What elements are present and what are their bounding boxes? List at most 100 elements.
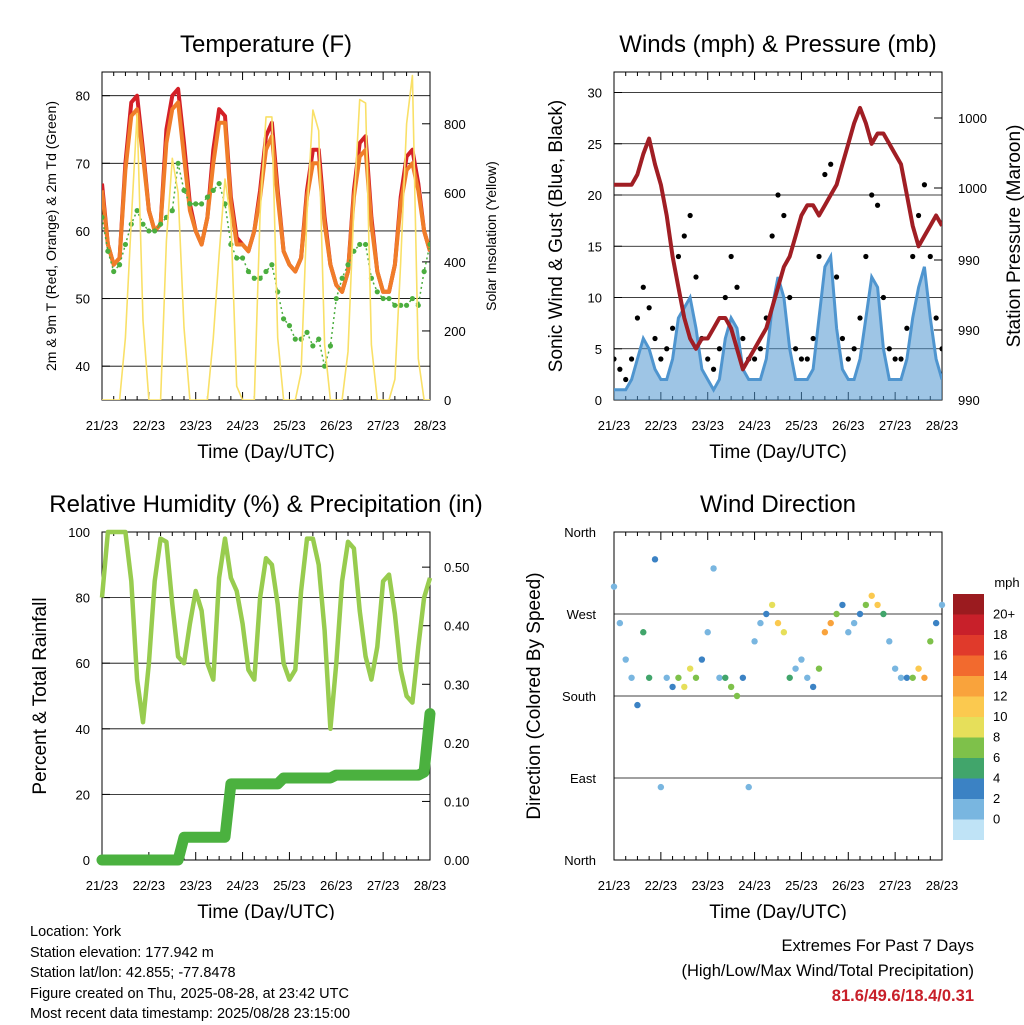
plot-frame <box>101 531 431 861</box>
gust-point <box>921 182 928 188</box>
y-tick-label: 0 <box>595 393 602 408</box>
x-tick-label: 28/23 <box>414 418 447 433</box>
direction-point <box>862 601 870 609</box>
direction-point <box>927 638 934 645</box>
gust-point <box>910 253 916 260</box>
direction-point <box>669 683 676 691</box>
dewpoint-point <box>181 187 187 193</box>
y-tick-label: 100 <box>68 525 90 540</box>
station-latlon: Station lat/lon: 42.855; -77.8478 <box>30 965 236 981</box>
x-tick-label: 27/23 <box>879 418 912 433</box>
x-tick-label: 28/23 <box>926 878 959 893</box>
gust-point <box>693 274 699 280</box>
plot-area <box>610 556 946 791</box>
legend-swatch <box>953 655 984 676</box>
direction-point <box>880 610 887 618</box>
direction-point <box>610 583 618 590</box>
direction-point <box>845 629 852 636</box>
legend-label: 20+ <box>993 607 1015 622</box>
direction-point <box>909 674 916 681</box>
direction-point <box>903 674 911 681</box>
legend-swatch <box>953 717 984 738</box>
x-tick-label: 26/23 <box>832 418 865 433</box>
legend-label: 18 <box>993 627 1007 642</box>
direction-point <box>640 629 647 636</box>
gust-point <box>880 294 887 301</box>
y-tick-label: 70 <box>76 156 90 171</box>
gust-point <box>898 356 904 362</box>
y-axis-label: Sonic Wind & Gust (Blue, Black) <box>546 100 567 372</box>
x-tick-label: 21/23 <box>86 418 119 433</box>
direction-point <box>856 610 864 618</box>
y-tick-label-right: 1000 <box>958 111 987 126</box>
plot-area <box>96 529 436 866</box>
gust-point <box>869 192 875 198</box>
direction-point <box>722 674 729 681</box>
legend-swatch <box>953 819 984 840</box>
chart-title: Temperature (F) <box>180 31 352 58</box>
x-tick-label: 28/23 <box>926 418 959 433</box>
extremes-subtitle: (High/Low/Max Wind/Total Precipitation) <box>681 962 974 980</box>
extremes-title: Extremes For Past 7 Days <box>781 937 974 955</box>
y-tick-label-right: 0.10 <box>444 794 469 809</box>
legend-label: 8 <box>993 730 1000 745</box>
gust-point <box>614 356 617 362</box>
y-tick-label: 60 <box>76 224 90 239</box>
direction-point <box>739 674 747 681</box>
dewpoint-point <box>421 268 427 275</box>
direction-point <box>710 565 717 572</box>
y-tick-label-right: 0.00 <box>444 853 469 868</box>
gust-point <box>658 356 664 362</box>
gust-point <box>822 171 828 178</box>
legend-swatch <box>953 594 984 615</box>
legend-swatch <box>953 696 984 717</box>
gust-point <box>798 356 805 362</box>
gust-point <box>904 325 910 331</box>
direction-point <box>663 674 670 681</box>
station-location: Location: York <box>30 924 122 940</box>
dewpoint-point <box>198 201 205 207</box>
x-tick-label: 26/23 <box>832 878 865 893</box>
direction-point <box>874 601 881 609</box>
plot-area <box>102 74 430 400</box>
y-category-label: North <box>564 853 596 868</box>
gust-point <box>623 376 629 383</box>
y-tick-label-right: 0.40 <box>444 619 469 634</box>
dewpoint-point <box>157 221 164 227</box>
y-axis-label: 2m & 9m T (Red, Orange) & 2m Td (Green) <box>43 101 59 371</box>
dewpoint-point <box>280 316 287 322</box>
x-tick-label: 23/23 <box>179 418 212 433</box>
direction-point <box>792 665 799 672</box>
x-tick-label: 24/23 <box>738 878 771 893</box>
y-category-label: South <box>562 689 596 704</box>
y-tick-label-right: 990 <box>958 323 980 338</box>
gust-point <box>939 346 942 352</box>
y-category-label: North <box>564 525 596 540</box>
rh-series <box>99 529 433 732</box>
direction-point <box>780 629 788 636</box>
y-tick-label: 25 <box>588 137 602 152</box>
gust-point <box>839 335 846 342</box>
direction-point <box>768 601 776 609</box>
y-tick-label-right: 0 <box>444 393 451 408</box>
plot-area <box>614 105 942 400</box>
direction-point <box>727 683 735 691</box>
y-tick-label: 20 <box>588 188 602 203</box>
x-tick-label: 24/23 <box>226 418 259 433</box>
direction-point <box>745 783 752 791</box>
gust-point <box>710 366 717 372</box>
gust-point <box>792 346 799 352</box>
y-tick-label: 40 <box>76 359 90 374</box>
legend-label: 10 <box>993 709 1007 724</box>
direction-point <box>733 692 741 700</box>
y-tick-label: 30 <box>588 86 602 101</box>
x-tick-label: 22/23 <box>133 418 166 433</box>
x-tick-label: 22/23 <box>645 878 678 893</box>
legend-label: 6 <box>993 750 1000 765</box>
gust-point <box>652 335 658 342</box>
gust-point <box>751 356 758 362</box>
direction-point <box>868 592 875 599</box>
y-tick-label: 10 <box>588 291 602 306</box>
legend-swatch <box>953 676 984 697</box>
y-tick-label: 20 <box>76 787 90 802</box>
